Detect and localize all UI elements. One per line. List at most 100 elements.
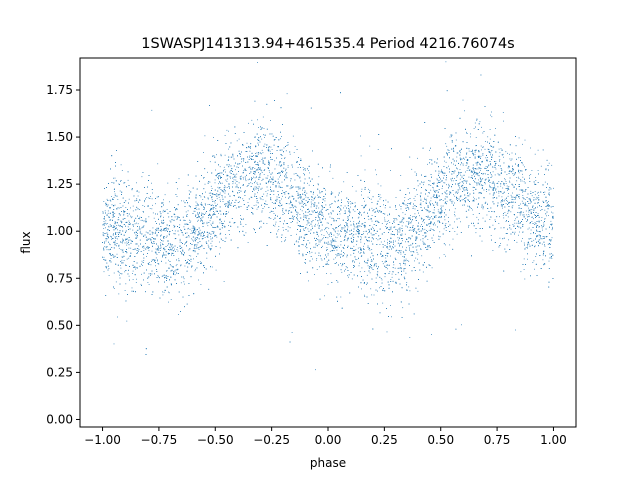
data-point	[359, 247, 361, 248]
data-point	[529, 198, 531, 200]
data-point	[203, 265, 205, 266]
data-point	[410, 202, 412, 203]
data-point	[551, 237, 553, 239]
data-point	[505, 151, 507, 153]
data-point	[311, 251, 313, 253]
data-point	[534, 194, 536, 196]
data-point	[151, 241, 152, 243]
data-point	[281, 165, 283, 167]
data-point	[513, 199, 515, 200]
data-point	[194, 233, 196, 235]
data-point	[405, 258, 407, 260]
data-point	[325, 228, 326, 229]
data-point	[279, 202, 281, 204]
data-point	[325, 263, 326, 265]
data-point	[423, 184, 424, 186]
data-point	[364, 296, 366, 297]
data-point	[525, 218, 526, 220]
data-point	[485, 141, 486, 142]
data-point	[232, 191, 234, 193]
data-point	[126, 243, 128, 244]
data-point	[104, 241, 106, 243]
data-point	[103, 228, 105, 229]
data-point	[414, 200, 416, 201]
data-point	[257, 207, 259, 208]
data-point	[364, 169, 366, 171]
data-point	[279, 172, 281, 174]
data-point	[269, 150, 271, 152]
data-point	[256, 208, 258, 210]
data-point	[444, 219, 446, 221]
data-point	[508, 186, 510, 187]
data-point	[106, 206, 108, 207]
data-point	[530, 233, 532, 235]
data-point	[219, 219, 221, 221]
data-point	[280, 161, 282, 163]
data-point	[474, 181, 476, 183]
data-point	[481, 240, 483, 242]
data-point	[524, 204, 526, 206]
data-point	[219, 181, 220, 182]
data-point	[367, 260, 369, 262]
data-point	[162, 275, 164, 277]
data-point	[109, 253, 110, 255]
data-point	[369, 240, 370, 242]
data-point	[292, 196, 294, 197]
data-point	[353, 223, 354, 225]
data-point	[441, 207, 442, 209]
data-point	[376, 174, 377, 176]
data-point	[386, 224, 387, 225]
data-point	[329, 232, 331, 234]
data-point	[424, 222, 425, 224]
data-point	[318, 243, 320, 245]
data-point	[432, 203, 433, 205]
data-point	[207, 171, 208, 173]
data-point	[326, 261, 328, 263]
data-point	[397, 252, 399, 253]
data-point	[284, 157, 286, 159]
data-point	[488, 150, 490, 152]
data-point	[364, 271, 366, 272]
data-point	[430, 189, 432, 191]
data-point	[211, 225, 212, 226]
data-point	[476, 216, 478, 218]
data-point	[114, 244, 116, 246]
data-point	[335, 231, 336, 233]
data-point	[120, 180, 122, 181]
data-point	[458, 217, 460, 219]
data-point	[291, 201, 292, 203]
data-point	[515, 218, 516, 220]
data-point	[117, 229, 118, 231]
data-point	[219, 222, 221, 224]
data-point	[265, 177, 267, 179]
data-point	[453, 194, 454, 196]
data-point	[326, 222, 328, 224]
data-point	[455, 192, 457, 194]
data-point	[248, 167, 250, 168]
data-point	[194, 244, 195, 246]
data-point	[490, 235, 492, 236]
data-point	[191, 232, 193, 234]
data-point	[462, 204, 463, 206]
data-point	[142, 226, 144, 227]
data-point	[160, 245, 162, 247]
data-point	[228, 159, 229, 160]
data-point	[445, 223, 447, 224]
data-point	[533, 232, 534, 234]
data-point	[155, 229, 157, 230]
data-point	[400, 264, 401, 266]
data-point	[277, 182, 279, 184]
data-point	[256, 156, 257, 157]
data-point	[113, 227, 114, 228]
data-point	[457, 152, 459, 154]
data-point	[399, 244, 401, 246]
data-point	[346, 240, 348, 242]
data-point	[136, 182, 137, 184]
data-point	[492, 224, 494, 226]
data-point	[172, 230, 173, 231]
data-point	[429, 211, 431, 212]
data-point	[288, 203, 290, 205]
data-point	[266, 223, 268, 224]
data-point	[126, 241, 128, 243]
data-point	[482, 161, 483, 163]
